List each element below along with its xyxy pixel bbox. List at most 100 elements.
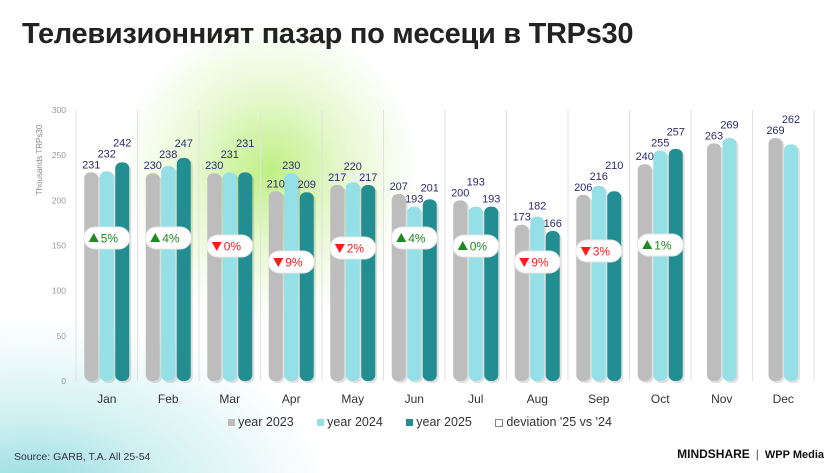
bar-year-2024-Apr	[284, 173, 299, 381]
brand-logo: MINDSHARE | WPP Media	[677, 447, 824, 461]
legend-label: year 2025	[416, 415, 472, 429]
deviation-label: 1%	[654, 239, 672, 253]
bar-year-2023-Jul	[453, 200, 468, 381]
legend-item-2024: year 2024	[317, 415, 383, 429]
legend-label: year 2023	[238, 415, 294, 429]
bar-year-2024-Mar	[222, 172, 237, 381]
bar-year-2025-Oct	[668, 148, 683, 381]
data-label: 240	[636, 151, 654, 163]
x-tick-label: Dec	[773, 392, 794, 406]
deviation-badge: 4%	[144, 226, 192, 250]
x-tick-label: Sep	[588, 392, 610, 406]
bar-year-2023-Jan	[84, 172, 99, 381]
x-tick-label: May	[341, 392, 364, 406]
y-tick-label: 150	[52, 241, 66, 251]
triangle-up-icon	[642, 240, 653, 249]
triangle-up-icon	[457, 241, 468, 250]
deviation-label: 9%	[531, 256, 549, 270]
bar-year-2023-May	[330, 184, 345, 381]
x-tick-label: Jun	[405, 392, 424, 406]
deviation-badge: 2%	[329, 236, 377, 260]
data-label: 210	[267, 178, 285, 190]
deviation-label: 4%	[408, 232, 426, 246]
data-label: 262	[782, 114, 800, 126]
bar-year-2024-May	[345, 182, 360, 381]
legend-label: deviation '25 vs '24	[506, 415, 612, 429]
bar-year-2024-Nov	[722, 138, 737, 381]
y-tick-label: 100	[52, 286, 66, 296]
triangle-down-icon	[519, 258, 530, 267]
legend: year 2023 year 2024 year 2025 deviation …	[0, 415, 840, 429]
data-label: 232	[98, 148, 116, 160]
bar-year-2025-Jan	[115, 162, 130, 381]
brand-separator: |	[755, 447, 759, 461]
bar-year-2025-Apr	[299, 192, 314, 381]
deviation-label: 3%	[593, 245, 611, 259]
deviation-badge: 9%	[267, 250, 315, 274]
triangle-down-icon	[273, 258, 284, 267]
data-label: 210	[605, 160, 623, 172]
deviation-badge: 4%	[390, 226, 438, 250]
badge-background	[83, 226, 131, 250]
deviation-badge: 1%	[636, 233, 684, 257]
bar-year-2024-Dec	[784, 144, 798, 381]
data-label: 263	[705, 130, 723, 142]
bar-year-2023-Sep	[576, 194, 591, 381]
data-label: 230	[144, 160, 162, 172]
badge-background	[513, 250, 561, 274]
data-label: 220	[344, 161, 362, 173]
legend-swatch	[317, 419, 325, 427]
wpp-media-logo: WPP Media	[764, 449, 824, 461]
legend-swatch	[495, 418, 504, 427]
data-label: 231	[221, 149, 239, 161]
triangle-down-icon	[334, 244, 345, 253]
deviation-badge: 5%	[83, 226, 131, 250]
data-label: 230	[205, 160, 223, 172]
data-label: 207	[390, 181, 408, 193]
deviation-label: 4%	[162, 232, 180, 246]
badge-background	[390, 226, 438, 250]
badge-background	[329, 236, 377, 260]
data-label: 217	[328, 172, 346, 184]
data-label: 269	[766, 125, 784, 137]
bar-year-2023-Feb	[145, 173, 160, 381]
badge-background	[636, 233, 684, 257]
data-label: 209	[298, 179, 316, 191]
data-label: 201	[421, 183, 439, 195]
deviation-badge: 3%	[575, 239, 623, 263]
deviation-label: 2%	[347, 242, 365, 256]
bar-year-2024-Jun	[407, 206, 422, 381]
data-label: 231	[236, 138, 254, 150]
badge-background	[575, 239, 623, 263]
x-tick-label: Aug	[527, 392, 548, 406]
data-label: 238	[159, 149, 177, 161]
data-label: 216	[590, 171, 608, 183]
deviation-label: 9%	[285, 256, 303, 270]
deviation-label: 0%	[224, 240, 242, 254]
data-label: 206	[574, 182, 592, 194]
bar-year-2025-May	[361, 184, 376, 381]
bar-year-2023-Apr	[268, 191, 283, 381]
badge-background	[267, 250, 315, 274]
data-label: 247	[175, 138, 193, 150]
deviation-label: 5%	[101, 232, 119, 246]
data-label: 193	[482, 194, 500, 206]
bar-year-2024-Jul	[468, 206, 483, 381]
triangle-down-icon	[580, 247, 591, 256]
data-label: 269	[720, 119, 738, 131]
y-tick-label: 50	[57, 331, 67, 341]
legend-item-deviation: deviation '25 vs '24	[495, 415, 612, 429]
data-label: 166	[544, 218, 562, 230]
bar-year-2025-Feb	[176, 157, 191, 381]
data-label: 173	[513, 212, 531, 224]
triangle-up-icon	[396, 233, 407, 242]
deviation-badge: 0%	[452, 234, 500, 258]
bar-year-2024-Sep	[591, 185, 606, 381]
triangle-up-icon	[88, 233, 99, 242]
legend-item-2023: year 2023	[228, 415, 294, 429]
data-label: 193	[405, 194, 423, 206]
page-title: Телевизионният пазар по месеци в TRPs30	[22, 18, 634, 50]
triangle-down-icon	[211, 242, 222, 251]
x-tick-label: Feb	[158, 392, 179, 406]
